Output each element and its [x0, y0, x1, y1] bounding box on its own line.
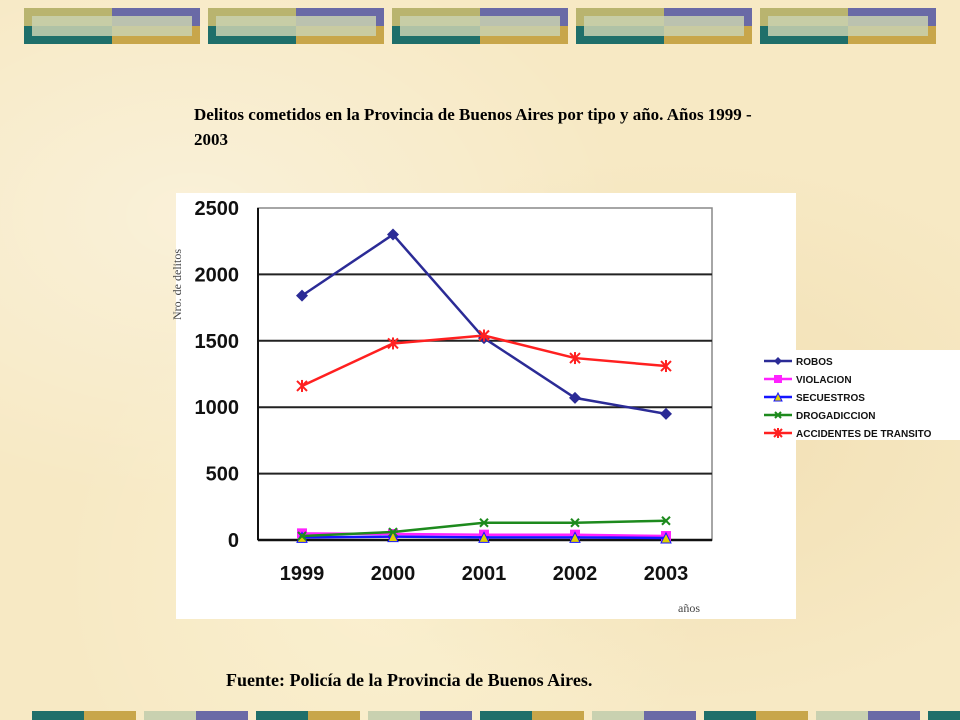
bottom-band-segment	[420, 711, 472, 720]
bottom-band-segment	[368, 711, 420, 720]
legend-label: ROBOS	[796, 357, 833, 368]
legend-item: VIOLACION	[764, 375, 852, 386]
legend-layer: ROBOS VIOLACION SECUESTROS DROGADICCION ACCI…	[738, 350, 960, 440]
data-point	[570, 518, 580, 528]
data-point	[660, 407, 672, 420]
data-point	[296, 289, 308, 302]
bottom-band-segment	[532, 711, 584, 720]
top-band-block	[760, 8, 936, 44]
top-band-block	[208, 8, 384, 44]
legend-item: SECUESTROS	[764, 391, 865, 404]
data-point	[774, 411, 782, 419]
source-note: Fuente: Policía de la Provincia de Bueno…	[226, 670, 593, 690]
legend-item: ROBOS	[764, 357, 833, 368]
legend-box	[738, 350, 960, 440]
chart-panel	[176, 193, 796, 619]
y-tick-label: 2000	[195, 264, 240, 286]
y-tick-label: 1500	[195, 331, 240, 353]
bottom-band-segment	[644, 711, 696, 720]
bottom-band-segment	[928, 711, 960, 720]
data-point	[296, 379, 308, 392]
top-band-block	[24, 8, 200, 44]
bottom-band-segment	[196, 711, 248, 720]
bottom-band-segment	[592, 711, 644, 720]
data-point	[774, 357, 782, 365]
series-drogadiccion	[297, 516, 671, 541]
bottom-band-segment	[84, 711, 136, 720]
data-point	[387, 337, 399, 350]
data-point	[661, 516, 671, 526]
data-point	[660, 531, 672, 544]
band-inner	[216, 16, 376, 36]
bottom-band-segment	[756, 711, 808, 720]
series-accidentes-de-transito	[296, 329, 672, 392]
axis-layer: 0 500 1000 1500 2000 2500 1999 2000 2001 2002 2003	[195, 198, 712, 585]
data-point	[774, 375, 782, 383]
bottom-band-segment	[480, 711, 532, 720]
data-point	[478, 329, 490, 342]
series-layer	[296, 228, 672, 544]
band-inner	[32, 16, 192, 36]
legend-label: VIOLACION	[796, 375, 852, 386]
bottom-band-segment	[816, 711, 868, 720]
band-inner	[584, 16, 744, 36]
data-point	[388, 527, 398, 537]
series-line	[301, 232, 667, 416]
bottom-band-segment	[32, 711, 84, 720]
legend-item: DROGADICCION	[764, 411, 875, 422]
data-point	[773, 391, 783, 402]
bottom-decorative-band	[0, 711, 960, 720]
y-tick-label: 2500	[195, 198, 240, 220]
top-band-block	[392, 8, 568, 44]
data-point	[773, 428, 783, 438]
band-inner	[768, 16, 928, 36]
x-tick-label: 2000	[371, 563, 416, 585]
y-tick-label: 0	[228, 530, 239, 552]
legend-label: DROGADICCION	[796, 411, 875, 422]
slide-title: Delitos cometidos en la Provincia de Bue…	[194, 105, 752, 149]
y-axis-title: Nro. de delitos	[170, 249, 184, 320]
data-point	[569, 531, 581, 543]
y-tick-label: 500	[206, 464, 239, 486]
series-robos	[296, 228, 672, 420]
bottom-band-segment	[256, 711, 308, 720]
x-axis-title: años	[678, 601, 700, 615]
data-point	[478, 531, 490, 543]
legend-label: ACCIDENTES DE TRANSITO	[796, 429, 932, 440]
data-point	[569, 352, 581, 365]
data-point	[387, 228, 399, 241]
x-tick-label: 1999	[280, 563, 325, 585]
data-point	[569, 391, 581, 404]
top-band-block	[576, 8, 752, 44]
top-decorative-band	[0, 8, 960, 44]
x-tick-label: 2003	[644, 563, 689, 585]
data-point	[297, 531, 307, 541]
legend-label: SECUESTROS	[796, 393, 865, 404]
bottom-band-segment	[868, 711, 920, 720]
legend-item: ACCIDENTES DE TRANSITO	[764, 428, 932, 440]
y-tick-label: 1000	[195, 397, 240, 419]
bottom-band-segment	[704, 711, 756, 720]
bottom-band-segment	[144, 711, 196, 720]
data-point	[660, 360, 672, 373]
band-inner	[400, 16, 560, 36]
data-point	[387, 530, 399, 543]
x-tick-label: 2002	[553, 563, 598, 585]
bottom-band-segment	[308, 711, 360, 720]
data-point	[479, 518, 489, 528]
x-tick-label: 2001	[462, 563, 507, 585]
